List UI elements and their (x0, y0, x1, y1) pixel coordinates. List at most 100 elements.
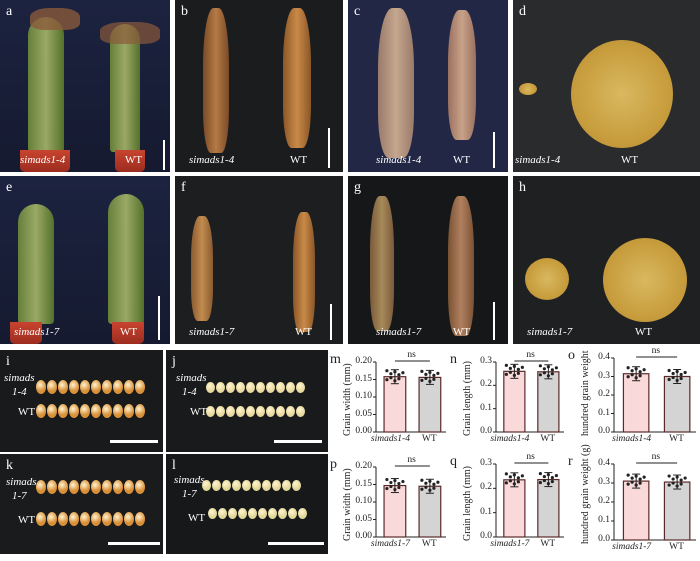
x-tick-label: simads1-4 (370, 434, 410, 444)
grain (36, 380, 46, 394)
caption-mutant: simads1-4 (189, 154, 235, 166)
grain (232, 480, 241, 491)
panel-label: b (181, 4, 188, 19)
x-tick-label: WT (421, 434, 437, 444)
grain (238, 508, 247, 519)
y-tick-label: 0.2 (598, 389, 610, 399)
panel-label: c (354, 4, 361, 19)
grain (256, 406, 265, 417)
caption-mutant: simads1-7 (189, 326, 235, 338)
y-tick-label: 0.4 (598, 352, 610, 362)
x-tick-label: WT (669, 434, 684, 444)
caption-mutant-1: simads (4, 372, 35, 384)
grain (58, 512, 68, 526)
grain (69, 512, 79, 526)
grain (216, 382, 225, 393)
panel-label: f (181, 180, 186, 195)
grain (222, 480, 231, 491)
grain (208, 508, 217, 519)
y-axis-label: Grain width (mm) (342, 468, 353, 541)
grain (47, 380, 57, 394)
caption-mutant-2: 1-7 (182, 488, 197, 500)
panel-label: q (450, 454, 457, 469)
grain (80, 404, 90, 418)
grain (124, 380, 134, 394)
y-tick-label: 0.1 (598, 407, 610, 418)
significance-label: ns (526, 350, 535, 360)
panel-label: d (519, 4, 526, 19)
y-axis-label: Grain length (mm) (462, 466, 473, 541)
grain (102, 380, 112, 394)
y-tick-label: 0.2 (598, 496, 610, 506)
grain (268, 508, 277, 519)
chart-svg (493, 360, 564, 433)
panel-c-panicles: c simads1-4 WT (348, 0, 508, 172)
grain (206, 382, 215, 393)
y-tick-label: 0.3 (598, 477, 610, 487)
caption-mutant: simads1-7 (376, 326, 422, 338)
y-tick-label: 0.20 (355, 356, 372, 366)
chart-m: m ns 0.00 0.05 0.10 0.15 0.20 simads1-4 WT Grain … (330, 350, 450, 450)
grain (135, 512, 145, 526)
caption-wt: WT (621, 154, 639, 166)
panel-label: i (6, 354, 10, 369)
y-tick-label: 0.1 (598, 515, 610, 525)
grain (278, 508, 287, 519)
y-tick-label: 0.4 (598, 458, 610, 468)
chart-n: n ns 0.0 0.1 0.2 0.3 simads1-4 WT Grain length (… (450, 350, 568, 450)
grain (226, 382, 235, 393)
y-tick-label: 0.15 (355, 478, 372, 489)
grain (135, 404, 145, 418)
significance-label: ns (651, 346, 661, 356)
caption-mutant-2: 1-4 (12, 386, 27, 398)
x-tick-label: simads1-4 (490, 434, 530, 444)
grain (292, 480, 301, 491)
grain (91, 480, 101, 494)
grain (266, 382, 275, 393)
y-axis-label: Grain width (mm) (342, 363, 353, 436)
grain (69, 404, 79, 418)
y-tick-label: 0.0 (598, 426, 610, 436)
grain (80, 380, 90, 394)
caption-wt: WT (453, 326, 471, 338)
grain (58, 404, 68, 418)
grain (212, 480, 221, 491)
y-tick-label: 0.15 (355, 373, 372, 384)
panel-label: j (172, 354, 176, 369)
y-tick-label: 0.3 (598, 370, 610, 381)
grain (282, 480, 291, 491)
panel-label: k (6, 458, 13, 473)
panel-f-panicles: f simads1-7 WT (175, 176, 343, 344)
grain (36, 404, 46, 418)
grain (276, 382, 285, 393)
grain (102, 404, 112, 418)
x-tick-label: simads1-7 (612, 542, 652, 552)
y-tick-label: 0.1 (480, 402, 492, 413)
grain (226, 406, 235, 417)
grain (236, 382, 245, 393)
y-axis-label: hundred grain weight (580, 350, 591, 436)
significance-label: ns (407, 455, 416, 465)
panel-label: n (450, 352, 457, 367)
x-tick-label: simads1-7 (490, 539, 530, 549)
panel-label: m (330, 352, 341, 367)
chart-q: q ns 0.0 0.1 0.2 0.3 simads1-7 WT Grain length (… (450, 452, 568, 555)
grain (262, 480, 271, 491)
chart-r: r ns 0.0 0.1 0.2 0.3 0.4 simads1-7 WT hundred gra… (568, 444, 700, 558)
grain (69, 480, 79, 494)
caption-wt: WT (453, 154, 471, 166)
y-tick-label: 0.3 (480, 458, 492, 468)
grain (47, 512, 57, 526)
y-tick-label: 0.05 (355, 408, 372, 419)
grain (113, 380, 123, 394)
grain (272, 480, 281, 491)
grain (298, 508, 307, 519)
caption-wt: WT (635, 326, 653, 338)
chart-svg (373, 360, 446, 433)
grain (256, 382, 265, 393)
panel-label: a (6, 4, 13, 19)
y-tick-label: 0.3 (480, 356, 492, 366)
grain (113, 404, 123, 418)
grain (36, 512, 46, 526)
grain (47, 480, 57, 494)
